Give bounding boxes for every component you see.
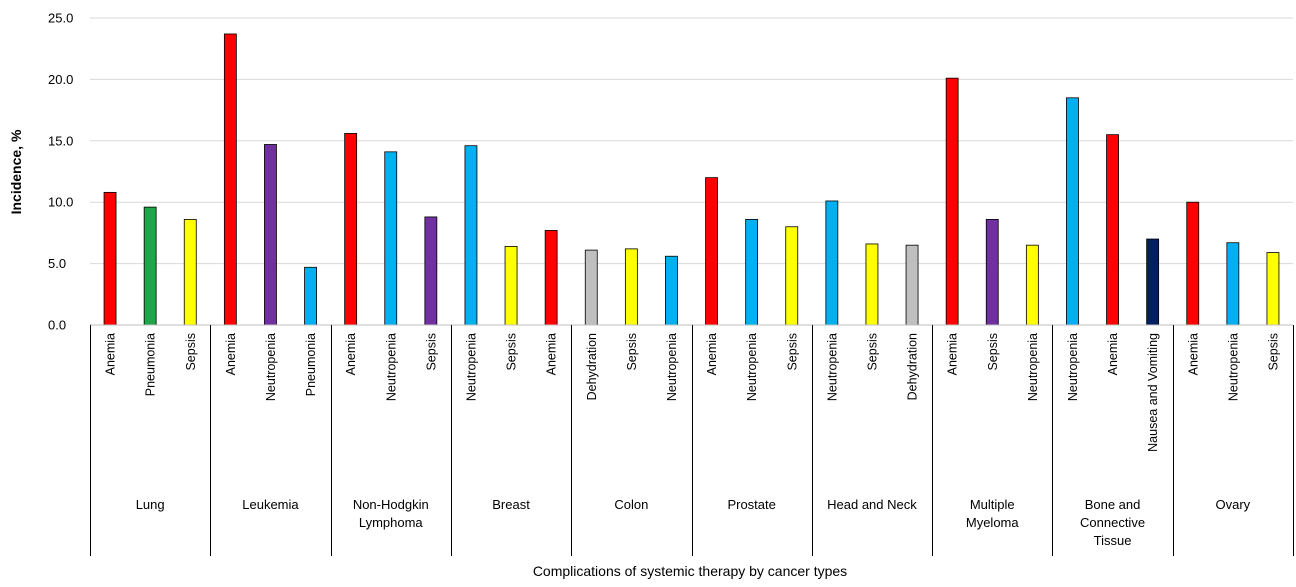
- category-label: Neutropenia: [1066, 333, 1080, 401]
- group-label: Colon: [614, 497, 648, 512]
- y-tick-label: 0.0: [48, 318, 66, 333]
- group-label: Ovary: [1216, 497, 1251, 512]
- y-tick-label: 25.0: [48, 11, 73, 26]
- bar-multiple-myeloma-anemia: [945, 77, 959, 326]
- bar-non-hodgkin-lymphoma-neutropenia: [384, 151, 398, 326]
- category-label: Nausea and Vomiting: [1146, 333, 1160, 452]
- bar-colon-neutropenia: [665, 255, 678, 326]
- category-label: Sepsis: [505, 333, 519, 371]
- group-label: Bone and Connective Tissue: [1080, 497, 1145, 548]
- group-label: Lung: [136, 497, 165, 512]
- category-label: Pneumonia: [304, 333, 318, 396]
- category-label: Anemia: [224, 333, 238, 375]
- y-tick-label: 20.0: [48, 72, 73, 87]
- category-label: Neutropenia: [464, 333, 478, 401]
- bar-head-and-neck-dehydration: [905, 244, 919, 326]
- group-label: Head and Neck: [827, 497, 917, 512]
- category-label: Neutropenia: [1026, 333, 1040, 401]
- category-label: Sepsis: [785, 333, 799, 371]
- labels: 0.0 5.0 10.0 15.0 20.0 25.0 Anemia Pneumonia Sep…: [48, 11, 1280, 549]
- bar-bone-and-connective-tissue-neutropenia: [1066, 97, 1079, 326]
- category-label: Neutropenia: [665, 333, 679, 401]
- bar-bone-and-connective-tissue-anemia: [1106, 134, 1119, 326]
- category-label: Anemia: [1106, 333, 1120, 375]
- bar-ovary-anemia: [1186, 201, 1200, 326]
- bar-multiple-myeloma-sepsis: [985, 218, 999, 326]
- category-label: Anemia: [344, 333, 358, 375]
- bar-lung-anemia: [103, 191, 117, 326]
- bar-bone-and-connective-tissue-nausea-and-vomiting: [1146, 238, 1160, 326]
- bar-head-and-neck-neutropenia: [825, 200, 839, 326]
- bar-leukemia-anemia: [223, 33, 237, 326]
- group-label: Breast: [492, 497, 530, 512]
- bar-multiple-myeloma-neutropenia: [1025, 244, 1039, 326]
- bar-lung-pneumonia: [143, 206, 157, 326]
- bar-head-and-neck-sepsis: [865, 243, 879, 326]
- bar-colon-sepsis: [624, 248, 638, 326]
- y-tick-label: 15.0: [48, 133, 73, 148]
- bar-breast-sepsis: [504, 246, 518, 326]
- category-label: Anemia: [545, 333, 559, 375]
- category-label: Neutropenia: [825, 333, 839, 401]
- category-label: Neutropenia: [264, 333, 278, 401]
- bar-lung-sepsis: [183, 218, 197, 326]
- bar-ovary-neutropenia: [1226, 242, 1240, 326]
- bar-prostate-anemia: [705, 177, 718, 326]
- group-label: Leukemia: [242, 497, 299, 512]
- bar-prostate-neutropenia: [745, 218, 759, 326]
- category-label: Pneumonia: [144, 333, 158, 396]
- category-label: Neutropenia: [1226, 333, 1240, 401]
- category-label: Anemia: [705, 333, 719, 375]
- category-label: Sepsis: [184, 333, 198, 371]
- y-tick-label: 5.0: [48, 256, 66, 271]
- category-label: Sepsis: [865, 333, 879, 371]
- bar-leukemia-pneumonia: [304, 266, 317, 326]
- bar-ovary-sepsis: [1266, 252, 1280, 326]
- category-label: Sepsis: [1266, 333, 1280, 371]
- bar-leukemia-neutropenia: [264, 144, 277, 326]
- category-label: Neutropenia: [745, 333, 759, 401]
- y-tick-label: 10.0: [48, 195, 73, 210]
- category-label: Sepsis: [424, 333, 438, 371]
- category-label: Anemia: [1186, 333, 1200, 375]
- group-label: Prostate: [727, 497, 775, 512]
- group-label: Non-Hodgkin Lymphoma: [353, 497, 429, 530]
- bar-non-hodgkin-lymphoma-anemia: [344, 133, 358, 326]
- x-axis-title: Complications of systemic therapy by can…: [533, 563, 847, 579]
- category-label: Sepsis: [986, 333, 1000, 371]
- bars: [103, 33, 1280, 326]
- y-axis-title: Incidence, %: [8, 129, 24, 214]
- bar-colon-dehydration: [584, 249, 598, 326]
- category-label: Neutropenia: [384, 333, 398, 401]
- bar-breast-neutropenia: [464, 145, 478, 326]
- category-label: Sepsis: [625, 333, 639, 371]
- group-label: Multiple Myeloma: [966, 497, 1020, 530]
- bar-non-hodgkin-lymphoma-sepsis: [424, 216, 438, 326]
- category-label: Anemia: [946, 333, 960, 375]
- bar-prostate-sepsis: [785, 226, 799, 326]
- category-label: Dehydration: [906, 333, 920, 400]
- axes: [90, 324, 1294, 556]
- gridlines: [90, 17, 1293, 265]
- bar-breast-anemia: [544, 230, 558, 326]
- category-label: Anemia: [104, 333, 118, 375]
- category-label: Dehydration: [585, 333, 599, 400]
